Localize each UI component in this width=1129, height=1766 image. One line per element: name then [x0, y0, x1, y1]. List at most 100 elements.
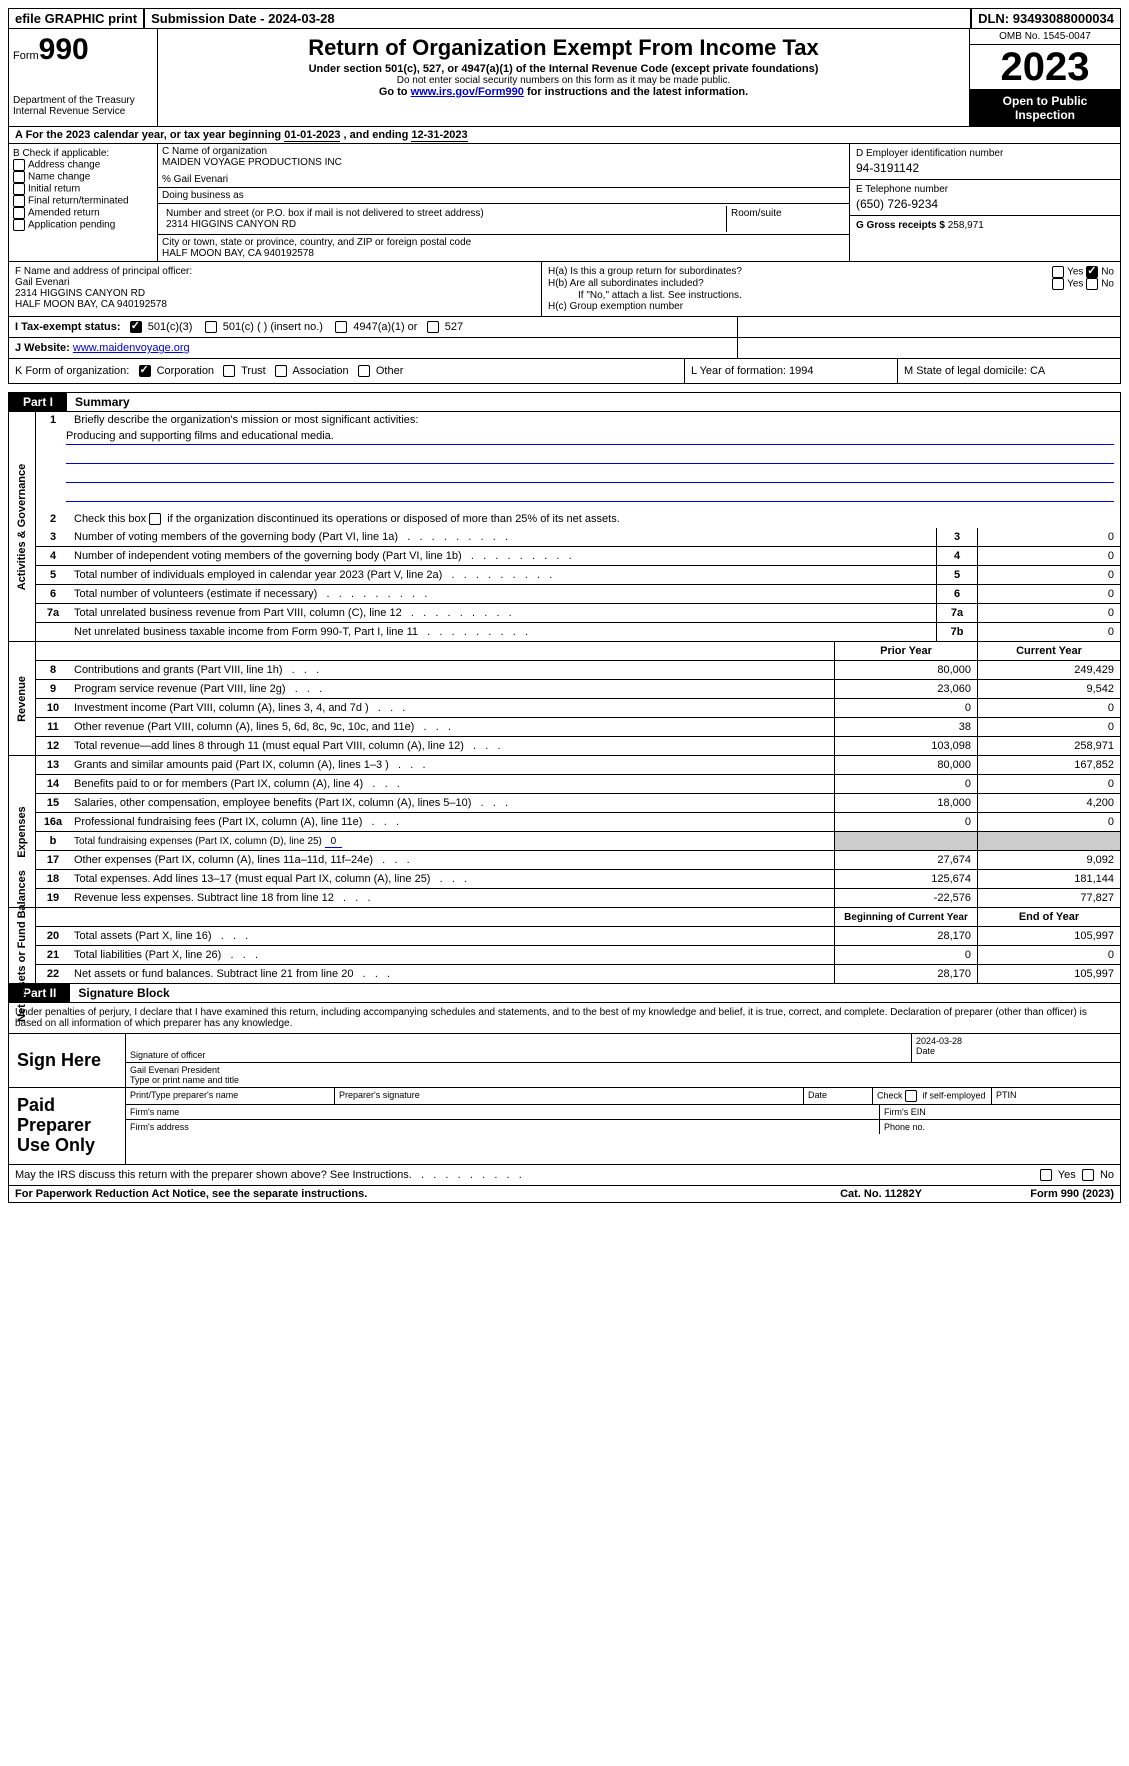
part2-title: Signature Block	[70, 984, 177, 1002]
chk-other[interactable]	[358, 365, 370, 377]
form-header: Form990 Department of the Treasury Inter…	[8, 29, 1121, 127]
part1-header: Part I Summary	[8, 392, 1121, 412]
chk-application-pending[interactable]: Application pending	[13, 219, 153, 231]
chk-self-employed[interactable]	[905, 1090, 917, 1102]
paid-preparer-label: Paid Preparer Use Only	[9, 1088, 126, 1163]
summary-line: 4Number of independent voting members of…	[36, 547, 1120, 566]
form-footer: Form 990 (2023)	[928, 1186, 1120, 1202]
summary-line: 19Revenue less expenses. Subtract line 1…	[36, 889, 1120, 907]
phone-no-label: Phone no.	[880, 1120, 1120, 1134]
chk-trust[interactable]	[223, 365, 235, 377]
open-public: Open to Public Inspection	[970, 90, 1120, 126]
mission-text: Producing and supporting films and educa…	[66, 430, 1114, 445]
vlabel-ag: Activities & Governance	[9, 412, 36, 641]
form-title: Return of Organization Exempt From Incom…	[162, 35, 965, 61]
row-a-tax-year: A For the 2023 calendar year, or tax yea…	[8, 127, 1121, 144]
chk-amended-return[interactable]: Amended return	[13, 207, 153, 219]
header-left: Form990 Department of the Treasury Inter…	[9, 29, 158, 126]
chk-discuss-yes[interactable]	[1040, 1169, 1052, 1181]
hc-label: H(c) Group exemption number	[548, 301, 1114, 312]
irs: Internal Revenue Service	[13, 106, 153, 117]
website-label: J Website:	[15, 342, 73, 354]
ein-label: D Employer identification number	[856, 148, 1114, 159]
street: 2314 HIGGINS CANYON RD	[166, 219, 722, 230]
chk-discuss-no[interactable]	[1082, 1169, 1094, 1181]
ha-yn: Yes No	[964, 266, 1114, 278]
chk-501c3[interactable]	[130, 321, 142, 333]
chk-final-return[interactable]: Final return/terminated	[13, 195, 153, 207]
part2-header: Part II Signature Block	[8, 984, 1121, 1003]
vlabel-revenue: Revenue	[9, 642, 36, 755]
signature-block: Under penalties of perjury, I declare th…	[8, 1003, 1121, 1164]
hdr-prior-year: Prior Year	[834, 642, 977, 660]
chk-association[interactable]	[275, 365, 287, 377]
summary-line: 17Other expenses (Part IX, column (A), l…	[36, 851, 1120, 870]
ein: 94-3191142	[856, 159, 1114, 175]
org-name-label: C Name of organization	[162, 146, 845, 157]
box-m: M State of legal domicile: CA	[898, 359, 1120, 383]
summary-line: 11Other revenue (Part VIII, column (A), …	[36, 718, 1120, 737]
tax-exempt-label: I Tax-exempt status:	[15, 321, 121, 333]
box-b: B Check if applicable: Address change Na…	[9, 144, 158, 261]
prep-date-label: Date	[804, 1088, 873, 1104]
mission-blank-3	[66, 487, 1114, 502]
chk-corporation[interactable]	[139, 365, 151, 377]
row-j: J Website: www.maidenvoyage.org	[8, 338, 1121, 359]
summary-line: 18Total expenses. Add lines 13–17 (must …	[36, 870, 1120, 889]
summary-line: 22Net assets or fund balances. Subtract …	[36, 965, 1120, 983]
section-revenue: Revenue Prior Year Current Year 8Contrib…	[8, 642, 1121, 756]
discuss-text: May the IRS discuss this return with the…	[15, 1169, 412, 1181]
chk-discontinued[interactable]	[149, 513, 161, 525]
omb-number: OMB No. 1545-0047	[970, 29, 1120, 45]
prep-sig-label: Preparer's signature	[335, 1088, 804, 1104]
care-of: % Gail Evenari	[162, 174, 845, 185]
summary-line: 15Salaries, other compensation, employee…	[36, 794, 1120, 813]
box-k: K Form of organization: Corporation Trus…	[9, 359, 685, 383]
summary-line: 10Investment income (Part VIII, column (…	[36, 699, 1120, 718]
row-klm: K Form of organization: Corporation Trus…	[8, 359, 1121, 384]
discuss-yn: Yes No	[1040, 1169, 1114, 1181]
box-de: D Employer identification number 94-3191…	[850, 144, 1120, 261]
efile-label: efile GRAPHIC print	[9, 9, 145, 28]
city-label: City or town, state or province, country…	[162, 237, 845, 248]
chk-name-change[interactable]: Name change	[13, 171, 153, 183]
row-i: I Tax-exempt status: 501(c)(3) 501(c) ( …	[8, 317, 1121, 338]
chk-4947[interactable]	[335, 321, 347, 333]
subtitle2: Do not enter social security numbers on …	[162, 75, 965, 86]
summary-line: 3Number of voting members of the governi…	[36, 528, 1120, 547]
chk-address-change[interactable]: Address change	[13, 159, 153, 171]
submission-date: Submission Date - 2024-03-28	[145, 9, 972, 28]
hdr-end-year: End of Year	[977, 908, 1120, 926]
officer-label: F Name and address of principal officer:	[15, 266, 535, 277]
paperwork-notice: For Paperwork Reduction Act Notice, see …	[9, 1186, 834, 1202]
chk-501c[interactable]	[205, 321, 217, 333]
street-label: Number and street (or P.O. box if mail i…	[166, 208, 722, 219]
section-activities-governance: Activities & Governance 1 Briefly descri…	[8, 412, 1121, 642]
instructions-link[interactable]: www.irs.gov/Form990	[411, 86, 524, 98]
summary-line: 16aProfessional fundraising fees (Part I…	[36, 813, 1120, 832]
summary-line: 5Total number of individuals employed in…	[36, 566, 1120, 585]
dba-label: Doing business as	[162, 190, 845, 201]
discuss-row: May the IRS discuss this return with the…	[8, 1165, 1121, 1186]
dln: DLN: 93493088000034	[972, 9, 1120, 28]
ptin-label: PTIN	[992, 1088, 1120, 1104]
gross-receipts-label: G Gross receipts $	[856, 220, 948, 231]
summary-line: 7aTotal unrelated business revenue from …	[36, 604, 1120, 623]
header-mid: Return of Organization Exempt From Incom…	[158, 29, 969, 126]
ha-label: H(a) Is this a group return for subordin…	[548, 266, 964, 278]
hb-note: If "No," attach a list. See instructions…	[548, 290, 1114, 301]
chk-527[interactable]	[427, 321, 439, 333]
firm-addr-label: Firm's address	[126, 1120, 880, 1134]
summary-line: Net unrelated business taxable income fr…	[36, 623, 1120, 641]
sig-type-label: Type or print name and title	[130, 1075, 1116, 1085]
line2-desc: Check this box if the organization disco…	[70, 511, 1120, 527]
box-h: H(a) Is this a group return for subordin…	[542, 262, 1120, 316]
block-fh: F Name and address of principal officer:…	[8, 261, 1121, 317]
box-l: L Year of formation: 1994	[685, 359, 898, 383]
prep-name-label: Print/Type preparer's name	[126, 1088, 335, 1104]
website-link[interactable]: www.maidenvoyage.org	[73, 342, 190, 354]
summary-line: 6Total number of volunteers (estimate if…	[36, 585, 1120, 604]
phone-label: E Telephone number	[856, 184, 1114, 195]
chk-initial-return[interactable]: Initial return	[13, 183, 153, 195]
summary-line: 12Total revenue—add lines 8 through 11 (…	[36, 737, 1120, 755]
